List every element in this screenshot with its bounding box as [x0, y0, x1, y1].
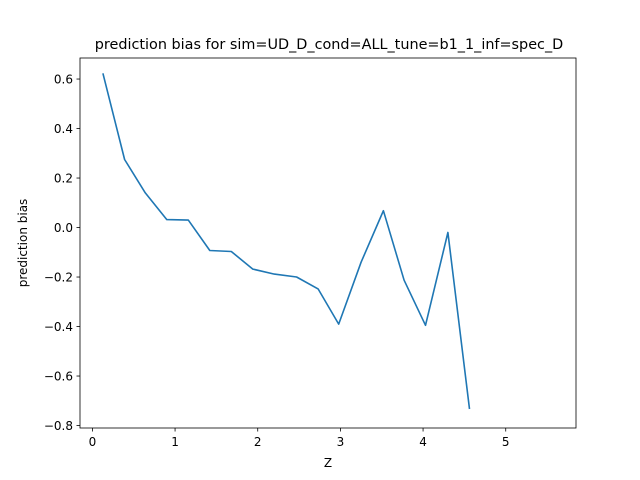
plot-background [80, 58, 576, 428]
axes-frame [79, 57, 577, 429]
series-layer [102, 73, 471, 410]
y-tick-label: −0.6 [44, 369, 73, 383]
y-tick-label: 0.4 [54, 122, 73, 136]
chart-title: prediction bias for sim=UD_D_cond=ALL_tu… [95, 37, 563, 53]
y-tick-label: −0.2 [44, 270, 73, 284]
plot-area [80, 58, 576, 428]
x-tick-label: 4 [419, 435, 427, 449]
y-axis-label: prediction bias [16, 199, 30, 288]
y-tick-label: −0.4 [44, 320, 73, 334]
y-tick-label: 0.2 [54, 171, 73, 185]
y-axis: −0.8 −0.6 −0.4 −0.2 0.0 0.2 0.4 0.6 [44, 72, 80, 433]
x-axis: 0 1 2 3 4 5 [89, 428, 510, 449]
x-tick-label: 5 [502, 435, 510, 449]
x-tick-label: 3 [337, 435, 345, 449]
series-line [102, 73, 471, 410]
y-tick-label: 0.0 [54, 221, 73, 235]
x-tick-label: 2 [254, 435, 262, 449]
y-tick-label: 0.6 [54, 72, 73, 86]
x-axis-label: Z [324, 456, 332, 470]
x-tick-label: 1 [171, 435, 179, 449]
x-tick-label: 0 [89, 435, 97, 449]
y-tick-label: −0.8 [44, 419, 73, 433]
